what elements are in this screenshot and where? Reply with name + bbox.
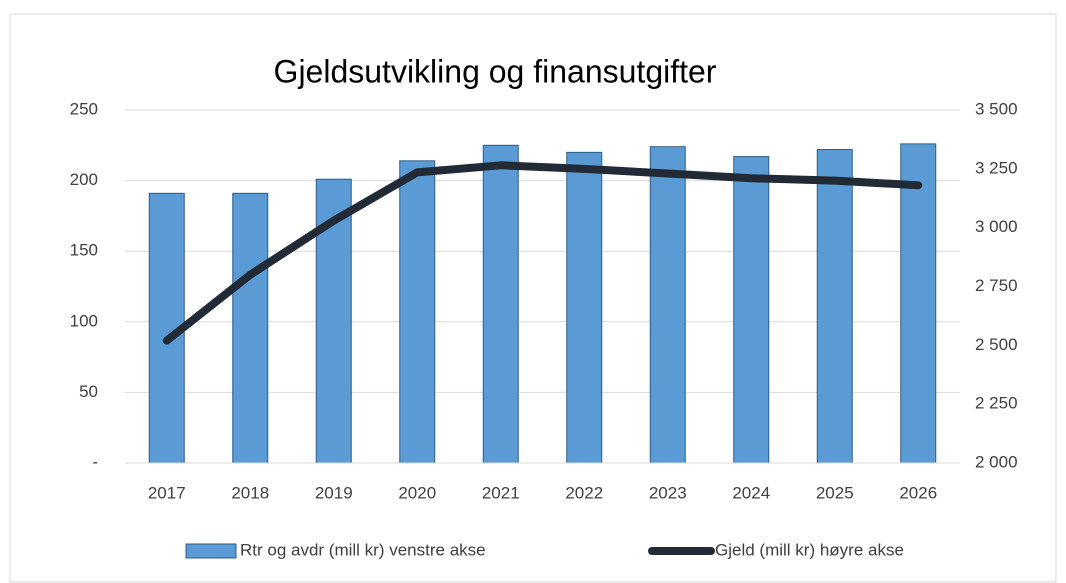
- y2-tick-label: 2 250: [975, 394, 1018, 413]
- x-tick-label: 2020: [398, 483, 436, 502]
- bar: [900, 143, 937, 464]
- x-tick-label: 2026: [899, 483, 937, 502]
- chart-title: Gjeldsutvikling og finansutgifter: [274, 53, 717, 89]
- y-tick-label: -: [92, 452, 98, 471]
- bar: [232, 192, 269, 464]
- x-tick-label: 2024: [732, 483, 770, 502]
- y-tick-label: 150: [70, 241, 98, 260]
- legend-label: Rtr og avdr (mill kr) venstre akse: [240, 540, 486, 559]
- y2-tick-label: 2 500: [975, 335, 1018, 354]
- y2-tick-label: 2 000: [975, 452, 1018, 471]
- bar: [649, 146, 686, 464]
- x-tick-label: 2018: [231, 483, 269, 502]
- bar: [399, 160, 436, 464]
- bar: [566, 151, 603, 464]
- line: [162, 161, 923, 345]
- bar: [733, 156, 770, 464]
- legend-swatch: [185, 543, 237, 559]
- y2-tick-label: 3 500: [975, 99, 1018, 118]
- x-tick-label: 2019: [315, 483, 353, 502]
- x-tick-label: 2025: [816, 483, 854, 502]
- y2-tick-label: 3 000: [975, 217, 1018, 236]
- y-tick-label: 250: [70, 99, 98, 118]
- x-tick-label: 2022: [565, 483, 603, 502]
- y-tick-label: 100: [70, 311, 98, 330]
- y-tick-label: 200: [70, 170, 98, 189]
- bar: [482, 144, 519, 464]
- x-tick-label: 2017: [148, 483, 186, 502]
- y2-tick-label: 2 750: [975, 276, 1018, 295]
- legend-label: Gjeld (mill kr) høyre akse: [715, 540, 904, 559]
- bar: [816, 149, 853, 464]
- x-tick-label: 2023: [649, 483, 687, 502]
- y-tick-label: 50: [79, 382, 98, 401]
- y2-tick-label: 3 250: [975, 158, 1018, 177]
- x-tick-label: 2021: [482, 483, 520, 502]
